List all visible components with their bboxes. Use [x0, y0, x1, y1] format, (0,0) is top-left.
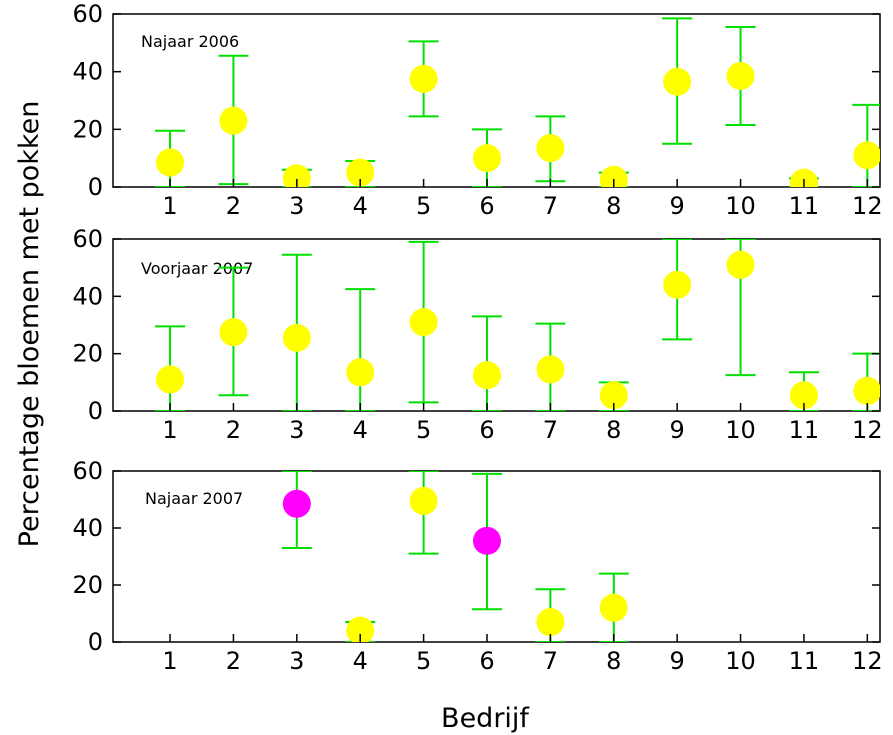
- x-tick-label: 1: [162, 416, 177, 444]
- x-tick-label: 5: [416, 647, 431, 675]
- y-tick-label: 20: [72, 340, 103, 368]
- x-tick-label: 1: [162, 192, 177, 220]
- x-tick-label: 3: [289, 416, 304, 444]
- y-tick-label: 40: [72, 58, 103, 86]
- data-point: [472, 361, 501, 390]
- x-tick-label: 2: [226, 416, 241, 444]
- y-tick-label: 20: [72, 571, 103, 599]
- x-tick-label: 9: [670, 416, 685, 444]
- data-point: [663, 67, 692, 96]
- x-tick-label: 1: [162, 647, 177, 675]
- x-tick-label: 2: [226, 192, 241, 220]
- data-point: [663, 270, 692, 299]
- y-tick-label: 40: [72, 282, 103, 310]
- x-tick-label: 8: [606, 192, 621, 220]
- x-tick-label: 2: [226, 647, 241, 675]
- data-point: [219, 106, 248, 135]
- data-point: [346, 158, 375, 187]
- x-tick-label: 12: [852, 647, 883, 675]
- y-tick-label: 20: [72, 115, 103, 143]
- x-tick-label: 4: [353, 416, 368, 444]
- data-point: [599, 165, 628, 187]
- x-tick-label: 3: [289, 647, 304, 675]
- x-tick-label: 10: [725, 192, 756, 220]
- x-tick-label: 7: [543, 192, 558, 220]
- x-tick-label: 8: [606, 416, 621, 444]
- y-tick-label: 40: [72, 514, 103, 542]
- y-tick-label: 0: [88, 173, 103, 201]
- x-tick-label: 4: [353, 192, 368, 220]
- x-tick-label: 6: [479, 192, 494, 220]
- x-tick-label: 6: [479, 416, 494, 444]
- x-tick-label: 12: [852, 416, 883, 444]
- data-point: [346, 358, 375, 387]
- data-point: [536, 608, 565, 637]
- y-tick-label: 60: [72, 0, 103, 28]
- y-axis-title: Percentage bloemen met pokken: [14, 101, 45, 548]
- data-point: [282, 323, 311, 352]
- data-point: [156, 148, 185, 177]
- x-tick-label: 5: [416, 192, 431, 220]
- data-point: [789, 168, 818, 187]
- panel-2-label: Voorjaar 2007: [141, 259, 253, 278]
- data-point: [409, 308, 438, 337]
- y-tick-label: 60: [72, 225, 103, 253]
- data-point: [156, 365, 185, 394]
- data-point: [219, 318, 248, 347]
- x-tick-label: 8: [606, 647, 621, 675]
- x-tick-label: 12: [852, 192, 883, 220]
- data-point: [853, 141, 880, 170]
- x-tick-label: 7: [543, 647, 558, 675]
- data-point: [599, 593, 628, 622]
- panel-2-marks: [155, 239, 880, 411]
- x-tick-label: 10: [725, 647, 756, 675]
- data-point-highlight: [472, 526, 501, 555]
- panel-3-marks: [281, 471, 629, 642]
- x-tick-label: 5: [416, 416, 431, 444]
- panel-3-label: Najaar 2007: [145, 489, 243, 508]
- x-tick-label: 11: [789, 416, 820, 444]
- data-point: [789, 381, 818, 410]
- x-tick-label: 9: [670, 647, 685, 675]
- x-tick-label: 10: [725, 416, 756, 444]
- data-point: [599, 381, 628, 410]
- data-point: [726, 250, 755, 279]
- panel-1-marks: [155, 17, 880, 187]
- panel-1-label: Najaar 2006: [141, 32, 239, 51]
- data-point: [726, 61, 755, 90]
- x-axis-title: Bedrijf: [441, 703, 530, 734]
- data-point: [409, 64, 438, 93]
- x-tick-label: 4: [353, 647, 368, 675]
- data-point: [346, 616, 375, 642]
- x-tick-label: 11: [789, 192, 820, 220]
- data-point: [282, 164, 311, 187]
- y-tick-label: 0: [88, 628, 103, 656]
- data-point-highlight: [282, 489, 311, 518]
- x-tick-label: 6: [479, 647, 494, 675]
- panel-3-frame: [112, 470, 881, 643]
- y-tick-label: 0: [88, 397, 103, 425]
- y-tick-label: 60: [72, 457, 103, 485]
- x-tick-label: 7: [543, 416, 558, 444]
- data-point: [409, 486, 438, 515]
- data-point: [536, 355, 565, 384]
- x-tick-label: 9: [670, 192, 685, 220]
- data-point: [472, 144, 501, 173]
- x-tick-label: 11: [789, 647, 820, 675]
- data-point: [536, 134, 565, 163]
- x-tick-label: 3: [289, 192, 304, 220]
- data-point: [853, 376, 880, 405]
